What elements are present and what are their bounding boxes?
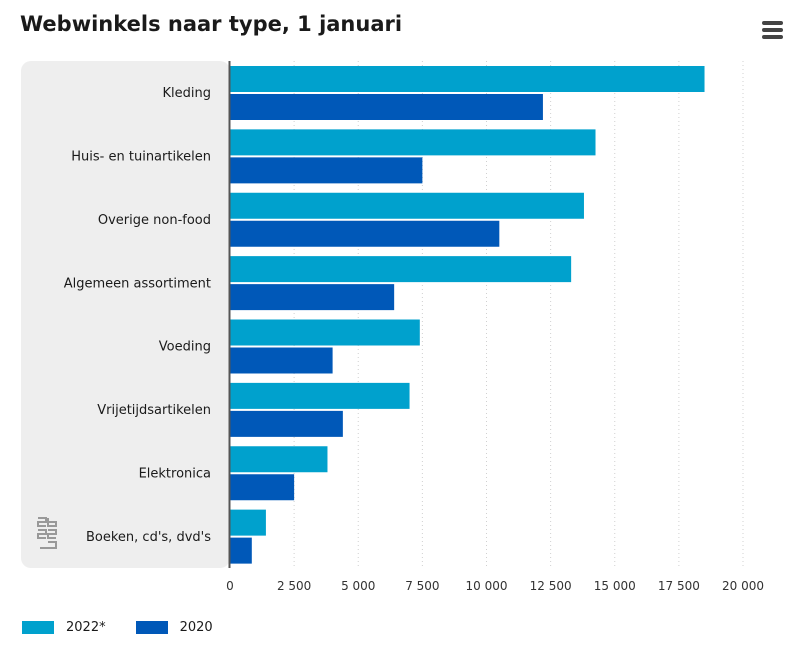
bar-2022-7[interactable] (230, 509, 266, 536)
x-tick-label-0: 0 (226, 579, 234, 593)
bar-2022-4[interactable] (230, 319, 420, 346)
category-label-4: Voeding (159, 340, 211, 355)
bars (230, 66, 705, 564)
bar-2022-2[interactable] (230, 192, 584, 219)
x-tick-label-7500: 7 500 (405, 579, 439, 593)
chart-title: Webwinkels naar type, 1 januari (20, 12, 403, 36)
legend: 2022* 2020 (22, 620, 243, 635)
bar-2022-6[interactable] (230, 446, 328, 473)
legend-swatch-2020 (135, 621, 168, 634)
x-tick-label-15000: 15 000 (594, 579, 636, 593)
cbs-logo-icon (37, 517, 57, 549)
x-tick-label-12500: 12 500 (530, 579, 572, 593)
bar-2022-3[interactable] (230, 256, 572, 283)
bar-2022-1[interactable] (230, 129, 596, 156)
bar-2020-1[interactable] (230, 157, 423, 184)
legend-item-2022[interactable]: 2022* (22, 620, 106, 635)
bar-2020-2[interactable] (230, 220, 500, 247)
hamburger-menu-icon[interactable] (760, 20, 786, 40)
legend-label-2020: 2020 (179, 620, 213, 635)
legend-swatch-2022 (22, 621, 54, 634)
category-label-1: Huis- en tuinartikelen (71, 150, 211, 165)
category-label-3: Algemeen assortiment (64, 276, 211, 291)
bar-2020-6[interactable] (230, 474, 295, 501)
category-label-5: Vrijetijdsartikelen (97, 403, 211, 418)
category-band (21, 61, 230, 568)
x-tick-label-17500: 17 500 (658, 579, 700, 593)
category-label-2: Overige non-food (98, 213, 211, 228)
bar-2020-0[interactable] (230, 94, 543, 120)
legend-item-2020[interactable]: 2020 (135, 620, 213, 635)
bar-2020-7[interactable] (230, 537, 252, 564)
category-label-0: Kleding (163, 86, 212, 101)
bar-2022-5[interactable] (230, 382, 410, 409)
x-tick-label-20000: 20 000 (722, 579, 764, 593)
bar-2020-5[interactable] (230, 410, 343, 437)
bar-2020-3[interactable] (230, 284, 395, 311)
legend-label-2022: 2022* (66, 620, 106, 635)
bar-2022-0[interactable] (230, 66, 705, 92)
bar-chart: Kleding Huis- en tuinartikelen Overige non… (21, 61, 764, 593)
x-tick-label-2500: 2 500 (277, 579, 311, 593)
x-axis-tick-labels: 0 2 500 5 000 7 500 10 000 12 500 15 000 17 500… (226, 579, 764, 593)
category-label-7: Boeken, cd's, dvd's (86, 530, 211, 545)
category-labels: Kleding Huis- en tuinartikelen Overige non… (64, 86, 212, 545)
x-tick-label-5000: 5 000 (341, 579, 375, 593)
category-label-6: Elektronica (139, 466, 211, 481)
x-tick-label-10000: 10 000 (466, 579, 508, 593)
bar-2020-4[interactable] (230, 347, 333, 374)
